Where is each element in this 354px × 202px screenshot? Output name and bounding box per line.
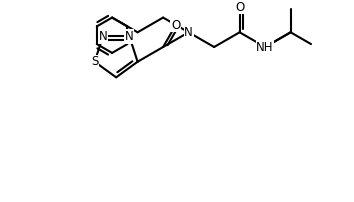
Text: O: O [235,1,244,14]
Text: N: N [125,30,134,43]
Text: NH: NH [256,41,274,54]
Text: N: N [98,30,107,43]
Text: N: N [184,26,193,39]
Text: O: O [171,19,180,32]
Text: S: S [91,55,98,68]
